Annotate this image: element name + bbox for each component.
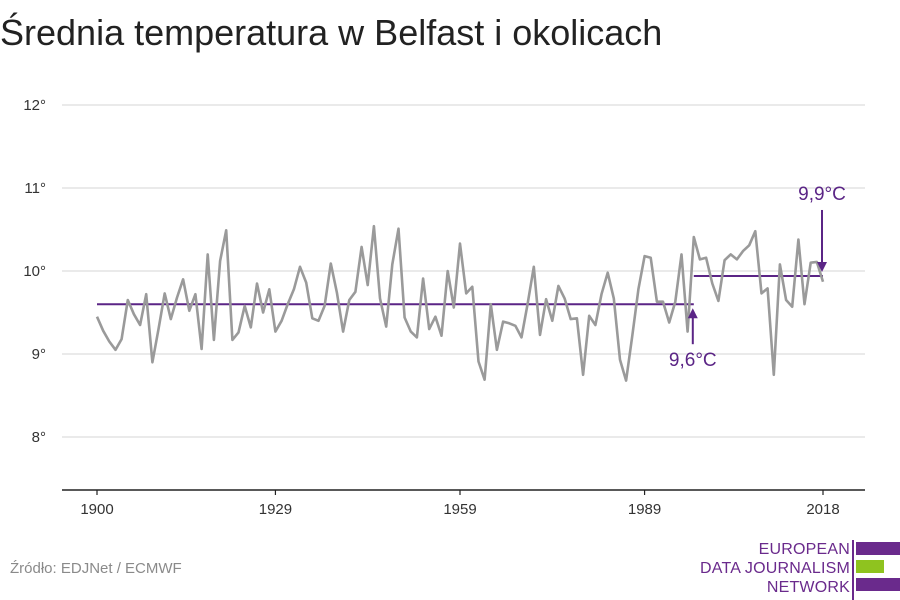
logo-bar-green xyxy=(856,560,884,573)
y-tick-label: 9° xyxy=(32,346,46,363)
logo-bar-purple-2 xyxy=(856,578,900,591)
y-tick-label: 8° xyxy=(32,429,46,446)
annotation-arrowhead-1 xyxy=(687,308,698,319)
annotations: 9,6°C 9,9°C xyxy=(669,184,846,371)
logo-text-line-2: DATA JOURNALISM xyxy=(700,560,850,577)
source-note: Źródło: EDJNet / ECMWF xyxy=(10,560,182,577)
annotation-label-2: 9,9°C xyxy=(798,184,846,205)
logo-text-line-3: NETWORK xyxy=(766,579,850,596)
x-tick-label: 1900 xyxy=(80,501,113,518)
x-tick-label: 1929 xyxy=(259,501,292,518)
edjnet-logo: EUROPEAN DATA JOURNALISM NETWORK xyxy=(700,540,900,600)
y-tick-label: 12° xyxy=(23,97,46,114)
y-tick-label: 10° xyxy=(23,263,46,280)
x-tick-label: 1989 xyxy=(628,501,661,518)
chart-title: Średnia temperatura w Belfast i okolicac… xyxy=(0,12,663,53)
logo-divider xyxy=(852,540,854,600)
y-tick-labels: 8° 9° 10° 11° 12° xyxy=(23,97,46,446)
x-ticks: 1900 1929 1959 1989 2018 xyxy=(80,490,840,518)
annotation-arrowhead-2 xyxy=(817,261,827,272)
y-tick-label: 11° xyxy=(24,180,46,197)
logo-text-line-1: EUROPEAN xyxy=(758,541,850,558)
annotation-label-1: 9,6°C xyxy=(669,350,717,371)
x-tick-label: 2018 xyxy=(806,501,839,518)
temperature-series-line xyxy=(95,224,825,382)
x-tick-label: 1959 xyxy=(443,501,476,518)
logo-bar-purple-1 xyxy=(856,542,900,555)
